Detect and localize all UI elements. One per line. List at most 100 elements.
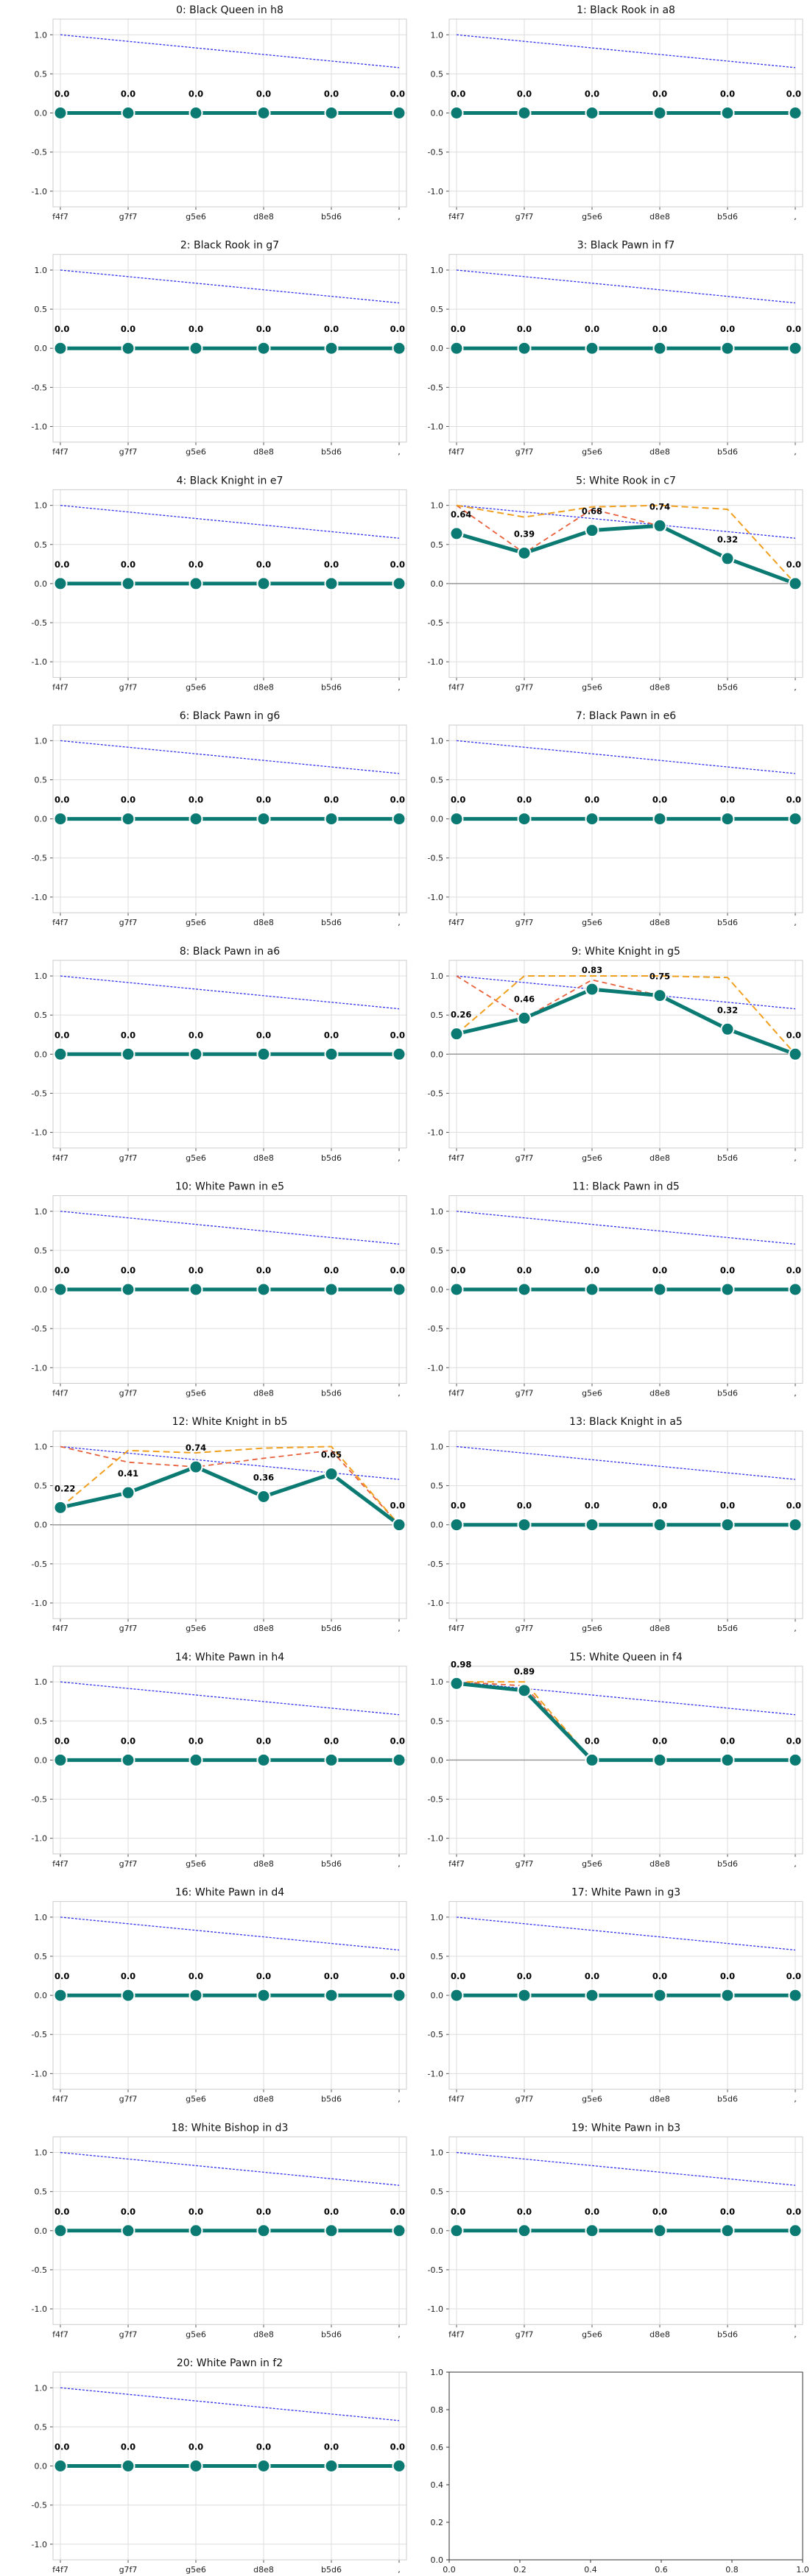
data-point xyxy=(517,1518,532,1532)
y-tick-label: -0.5 xyxy=(428,383,443,392)
x-tick-label: , xyxy=(794,682,797,692)
y-tick-label: -0.5 xyxy=(428,1324,443,1334)
data-label: 0.0 xyxy=(786,795,801,805)
data-label: 0.0 xyxy=(652,1501,667,1511)
data-label: 0.32 xyxy=(717,1005,738,1015)
data-point xyxy=(652,518,667,533)
y-tick-label: -0.5 xyxy=(428,2265,443,2275)
data-label: 0.0 xyxy=(390,89,405,99)
x-tick-label: f4f7 xyxy=(52,1153,68,1163)
data-label: 0.0 xyxy=(720,795,735,805)
data-label: 0.0 xyxy=(189,1030,203,1040)
data-label: 0.0 xyxy=(121,1265,135,1275)
data-point xyxy=(585,982,599,997)
y-tick-label: -0.5 xyxy=(32,618,47,628)
data-label: 0.0 xyxy=(189,324,203,334)
x-tick-label: g7f7 xyxy=(119,918,138,927)
data-label: 0.0 xyxy=(585,89,599,99)
chart-title: 20: White Pawn in f2 xyxy=(177,2357,283,2369)
data-label: 0.0 xyxy=(189,1971,203,1981)
y-tick-label: 0.5 xyxy=(431,1246,444,1256)
series-line xyxy=(456,1681,795,1762)
reference-line xyxy=(456,1211,796,1245)
reference-line xyxy=(60,1917,400,1951)
data-point xyxy=(189,1047,203,1061)
y-tick-label: 0.5 xyxy=(431,2187,444,2197)
data-point xyxy=(256,2223,271,2238)
x-tick-label: d8e8 xyxy=(649,1389,670,1398)
chart-panel: 1.0 0.5 0.0 -0.5 -1.0 f4f7 g7f7 g5e6 d8e8 b5d6, 2:… xyxy=(32,240,407,457)
data-label: 0.0 xyxy=(786,1971,801,1981)
chart-title: 2: Black Rook in g7 xyxy=(180,240,279,252)
data-label: 0.0 xyxy=(720,1265,735,1275)
chart-title: 4: Black Knight in e7 xyxy=(177,475,284,486)
y-tick-label: 0.0 xyxy=(35,815,48,824)
data-point xyxy=(392,1752,406,1767)
x-tick-label: b5d6 xyxy=(717,447,738,457)
data-label: 0.0 xyxy=(256,2207,271,2217)
data-label: 0.0 xyxy=(189,795,203,805)
x-tick-label: d8e8 xyxy=(649,2095,670,2104)
data-point xyxy=(652,106,667,120)
chart-panel: 1.0 0.5 0.0 -0.5 -1.0 f4f7 g7f7 g5e6 d8e8 b5d6, 10… xyxy=(32,1181,407,1398)
data-point xyxy=(121,341,135,355)
y-tick-label: 0.5 xyxy=(35,1482,48,1491)
y-tick-label: 1.0 xyxy=(431,501,444,511)
x-tick-label: f4f7 xyxy=(52,2565,68,2575)
x-tick-label: f4f7 xyxy=(52,1389,68,1398)
x-tick-label: d8e8 xyxy=(253,918,274,927)
data-point xyxy=(324,1988,339,2003)
data-label: 0.0 xyxy=(390,2442,405,2452)
x-tick-label: , xyxy=(398,1624,401,1633)
x-tick-label: f4f7 xyxy=(52,918,68,927)
x-tick-label: g7f7 xyxy=(119,1624,138,1633)
series-line xyxy=(60,1465,401,1526)
y-tick-label: -1.0 xyxy=(428,2069,443,2078)
data-label: 0.0 xyxy=(54,795,69,805)
y-tick-label: 1.0 xyxy=(35,1913,48,1922)
data-point xyxy=(788,576,803,591)
data-point xyxy=(392,1047,406,1061)
x-tick-label: g5e6 xyxy=(186,2329,206,2339)
y-tick-label: 1.0 xyxy=(431,972,444,981)
data-label: 0.0 xyxy=(121,1735,135,1746)
y-tick-label: -0.5 xyxy=(428,148,443,158)
data-point xyxy=(189,1988,203,2003)
y-tick-label: 0.0 xyxy=(431,1755,444,1765)
data-point xyxy=(449,1988,464,2003)
chart-title: 10: White Pawn in e5 xyxy=(175,1181,284,1193)
x-tick-label: , xyxy=(794,1389,797,1398)
data-point xyxy=(324,106,339,120)
data-label: 0.0 xyxy=(390,1265,405,1275)
data-point xyxy=(189,341,203,355)
y-tick-label: 1.0 xyxy=(431,266,444,275)
data-label: 0.0 xyxy=(585,1501,599,1511)
y-tick-label: -1.0 xyxy=(32,657,47,667)
x-tick-label: b5d6 xyxy=(717,1389,738,1398)
data-point xyxy=(517,1683,532,1698)
data-point xyxy=(53,812,68,827)
data-point xyxy=(189,576,203,591)
y-tick-label: -1.0 xyxy=(428,1599,443,1608)
chart-title: 18: White Bishop in d3 xyxy=(172,2122,289,2134)
data-point xyxy=(256,1047,271,1061)
reference-line xyxy=(60,2387,400,2421)
x-tick-label: d8e8 xyxy=(649,1153,670,1163)
x-tick-label: g5e6 xyxy=(186,447,206,457)
data-point xyxy=(517,1011,532,1025)
data-label: 0.0 xyxy=(451,89,465,99)
x-tick-label: g5e6 xyxy=(582,447,602,457)
x-tick-label: g5e6 xyxy=(582,918,602,927)
x-tick-label: g7f7 xyxy=(119,2095,138,2104)
data-point xyxy=(720,2223,735,2238)
y-tick-label: 0.0 xyxy=(35,1285,48,1295)
reference-line xyxy=(60,505,400,539)
data-label: 0.0 xyxy=(585,1971,599,1981)
data-label: 0.89 xyxy=(514,1666,535,1677)
y-tick-label: -1.0 xyxy=(428,657,443,667)
y-tick-label: 1.0 xyxy=(431,2148,444,2158)
chart-title: 14: White Pawn in h4 xyxy=(175,1652,284,1663)
orange-dashed-series xyxy=(456,975,796,1055)
reference-line xyxy=(60,1681,400,1716)
